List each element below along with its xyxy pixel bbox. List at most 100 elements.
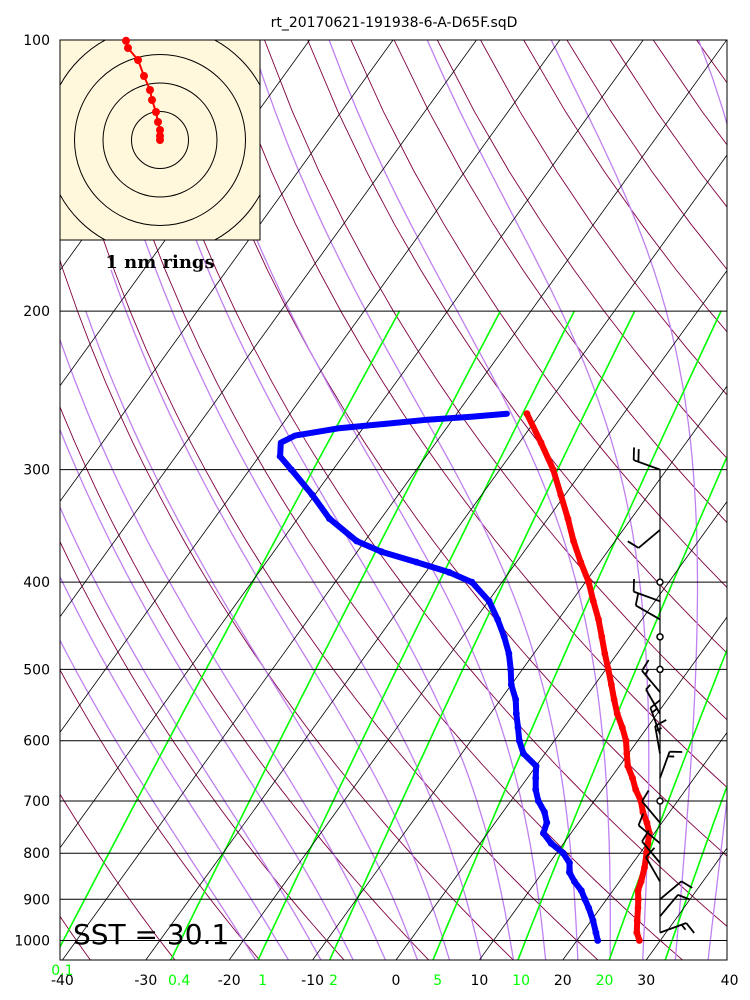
- dewpoint-point: [585, 904, 593, 912]
- temperature-point: [633, 917, 641, 924]
- dewpoint-point: [589, 917, 597, 924]
- wind-barb-flag: [634, 592, 640, 606]
- hodograph-ring: [102, 82, 218, 198]
- wind-barb-shaft: [645, 856, 661, 882]
- hodograph-ring: [74, 54, 246, 226]
- dry-adiabat: [0, 0, 18, 978]
- temperature-point: [618, 724, 626, 731]
- temperature-point: [604, 666, 612, 673]
- chart-title: rt_20170621-191938-6-A-D65F.sqD: [271, 15, 518, 31]
- temperature-point: [595, 616, 602, 623]
- mixing-ratio-label: 20: [596, 973, 614, 989]
- mixing-ratio-line: [60, 310, 401, 949]
- temperature-tick-label: -40: [51, 973, 74, 989]
- mixing-ratio-label: 0.4: [168, 973, 190, 989]
- dewpoint-point: [287, 466, 295, 473]
- wind-calm-marker: [656, 578, 664, 586]
- dewpoint-point: [532, 762, 540, 770]
- temperature-point: [577, 558, 585, 566]
- moist-adiabat: [328, 40, 611, 960]
- dry-adiabat: [220, 40, 727, 789]
- mixing-ratio-label: 0.1: [51, 963, 73, 979]
- hodograph-inset: [59, 36, 261, 241]
- mixing-ratio-line: [664, 783, 727, 960]
- mixing-ratio-label: 1: [258, 973, 267, 989]
- wind-barbs: [627, 447, 695, 934]
- dry-adiabat: [60, 258, 514, 960]
- wind-calm-marker: [656, 797, 664, 805]
- wind-barb-shaft: [635, 604, 661, 621]
- mixing-ratio-line: [432, 310, 722, 960]
- hodograph-point: [148, 96, 156, 104]
- wind-barb-shaft: [637, 824, 661, 845]
- temperature-point: [636, 937, 643, 944]
- pressure-tick-label: 500: [23, 662, 50, 678]
- wind-barb-shaft: [659, 894, 679, 917]
- dewpoint-point: [500, 633, 508, 641]
- dewpoint-point: [571, 878, 578, 885]
- temperature-point: [613, 710, 621, 718]
- hodograph-rings: [60, 40, 260, 240]
- dewpoint-point: [547, 839, 555, 847]
- temperature-point: [557, 491, 565, 499]
- dewpoint-point: [512, 696, 520, 703]
- pressure-tick-label: 700: [23, 794, 50, 810]
- moist-adiabat: [697, 40, 727, 960]
- dewpoint-point: [581, 895, 589, 903]
- isotherm: [395, 500, 727, 960]
- mixing-ratio-line: [517, 454, 727, 960]
- wind-barb-halfflag: [680, 924, 687, 931]
- dewpoint-point: [380, 421, 385, 427]
- temperature-point: [641, 864, 648, 871]
- mixing-ratio-label: 2: [329, 973, 338, 989]
- dewpoint-point: [425, 417, 430, 422]
- dry-adiabat: [480, 40, 727, 396]
- dry-adiabat: [60, 88, 599, 960]
- dewpoint-point: [532, 786, 540, 794]
- wind-barb-shaft: [659, 880, 683, 900]
- mixing-ratio-line: [170, 310, 502, 960]
- temperature-point: [623, 750, 631, 757]
- moist-adiabat: [60, 337, 387, 960]
- dry-adiabat: [730, 0, 750, 978]
- pressure-tick-labels: 100 200 300 400 500 600 700 800 900 1000: [14, 33, 50, 950]
- temperature-tick-label: 0: [392, 973, 401, 989]
- temperature-point: [589, 597, 597, 605]
- temperature-point: [570, 537, 577, 545]
- moist-adiabat: [740, 40, 750, 971]
- dewpoint-point: [276, 453, 284, 460]
- mixing-ratio-label: 10: [512, 973, 530, 989]
- dewpoint-point: [507, 681, 515, 689]
- temperature-tick-label: 40: [721, 973, 739, 989]
- dry-adiabat: [60, 540, 345, 960]
- wind-barb-halfflag: [644, 668, 650, 676]
- hodograph-point: [124, 44, 132, 52]
- dewpoint-point: [335, 426, 340, 431]
- hodograph-point: [140, 72, 148, 80]
- temperature-point: [523, 410, 531, 418]
- dewpoint-point: [534, 797, 542, 805]
- dewpoint-point: [514, 724, 522, 731]
- temperature-point: [644, 839, 652, 847]
- moist-adiabat: [170, 171, 515, 960]
- pressure-tick-label: 200: [23, 304, 50, 320]
- temperature-point: [639, 808, 647, 816]
- hodograph-point: [156, 126, 164, 134]
- dry-adiabat: [264, 40, 727, 721]
- temperature-tick-label: 20: [554, 973, 572, 989]
- temperature-tick-label: -20: [218, 973, 241, 989]
- isotherm: [312, 385, 727, 960]
- wind-barb-halfflag: [655, 727, 662, 732]
- dewpoint-point: [378, 548, 385, 556]
- pressure-tick-label: 300: [23, 463, 50, 479]
- dewpoint-point: [540, 829, 547, 837]
- hodograph-ring: [131, 111, 189, 169]
- dewpoint-point: [541, 808, 548, 816]
- hodograph-point: [146, 86, 154, 94]
- temperature-point: [632, 786, 640, 794]
- dewpoint-point: [532, 774, 540, 782]
- wind-barb-flag: [685, 922, 695, 934]
- mixing-ratio-line: [328, 310, 636, 960]
- dewpoint-point: [512, 710, 520, 718]
